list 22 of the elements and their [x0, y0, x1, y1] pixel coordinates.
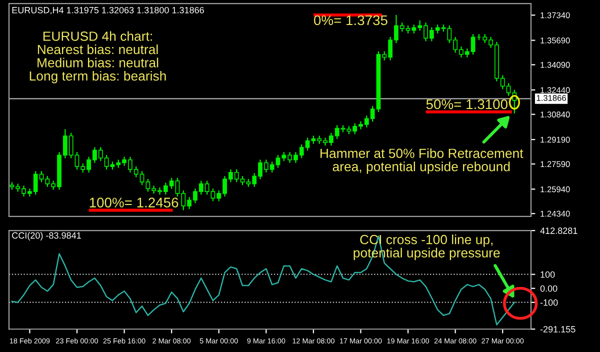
annotation: Hammer at 50% Fibo Retracement area, potential upside rebound — [320, 148, 524, 174]
y-tick-label: 412.8281 — [540, 228, 578, 234]
ref-line-label: 0%= 1.3735 — [314, 15, 388, 26]
y-tick-label: 1.29190 — [540, 136, 570, 143]
y-tick-label: 1.32440 — [540, 87, 570, 94]
y-tick-label: 0.00 — [540, 285, 558, 292]
y-tick-label: 1.35690 — [540, 38, 570, 44]
y-tick-label: -100 — [540, 299, 558, 306]
ref-line-label: 100%= 1.2456 — [90, 198, 178, 208]
y-tick-label: -291.155 — [540, 326, 576, 332]
y-tick-label: 1.37340 — [540, 12, 570, 18]
ref-line-label: 50%= 1.3100 — [426, 99, 508, 110]
annotation: EURUSD 4h chart: Nearest bias: neutral Medium bias: neutral Long term bias: bearish — [30, 31, 166, 84]
y-tick-label: 1.34090 — [540, 62, 570, 68]
chart-title: EURUSD,H4 1.31975 1.32063 1.31800 1.31866 — [12, 6, 204, 14]
y-tick-label: 1.30840 — [540, 112, 570, 118]
y-tick-label: 1.24340 — [540, 210, 570, 217]
ref-line-label: 1.31866 — [536, 95, 566, 101]
y-tick-label: 1.27590 — [540, 161, 570, 168]
chart-title: CCI(20) -83.9841 — [12, 232, 81, 240]
y-tick-label: 1.25940 — [540, 186, 570, 192]
y-tick-label: 100 — [540, 271, 555, 278]
